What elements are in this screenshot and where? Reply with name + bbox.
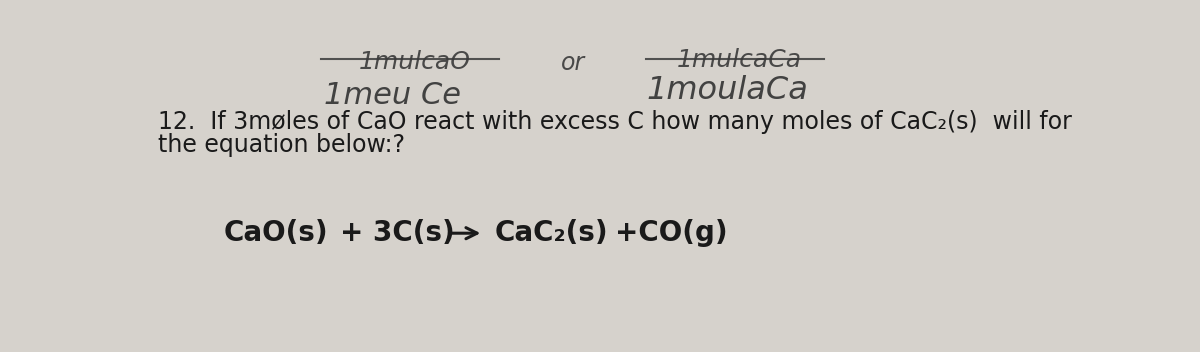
Text: 1meu Ce: 1meu Ce <box>324 81 461 110</box>
Text: 1mulcaO: 1mulcaO <box>359 50 472 74</box>
Text: CaO(s): CaO(s) <box>223 219 329 247</box>
Text: or: or <box>560 51 586 75</box>
Text: the equation below:?: the equation below:? <box>157 133 404 157</box>
Text: 1mulcaCa: 1mulcaCa <box>677 49 802 73</box>
Text: 12.  If 3møles of CaO react with excess C how many moles of CaC₂(s)  will for: 12. If 3møles of CaO react with excess C… <box>157 110 1072 134</box>
Text: +CO(g): +CO(g) <box>616 219 727 247</box>
Text: + 3C(s): + 3C(s) <box>340 219 455 247</box>
Text: 1moulaCa: 1moulaCa <box>646 75 808 106</box>
Text: CaC₂(s): CaC₂(s) <box>494 219 608 247</box>
